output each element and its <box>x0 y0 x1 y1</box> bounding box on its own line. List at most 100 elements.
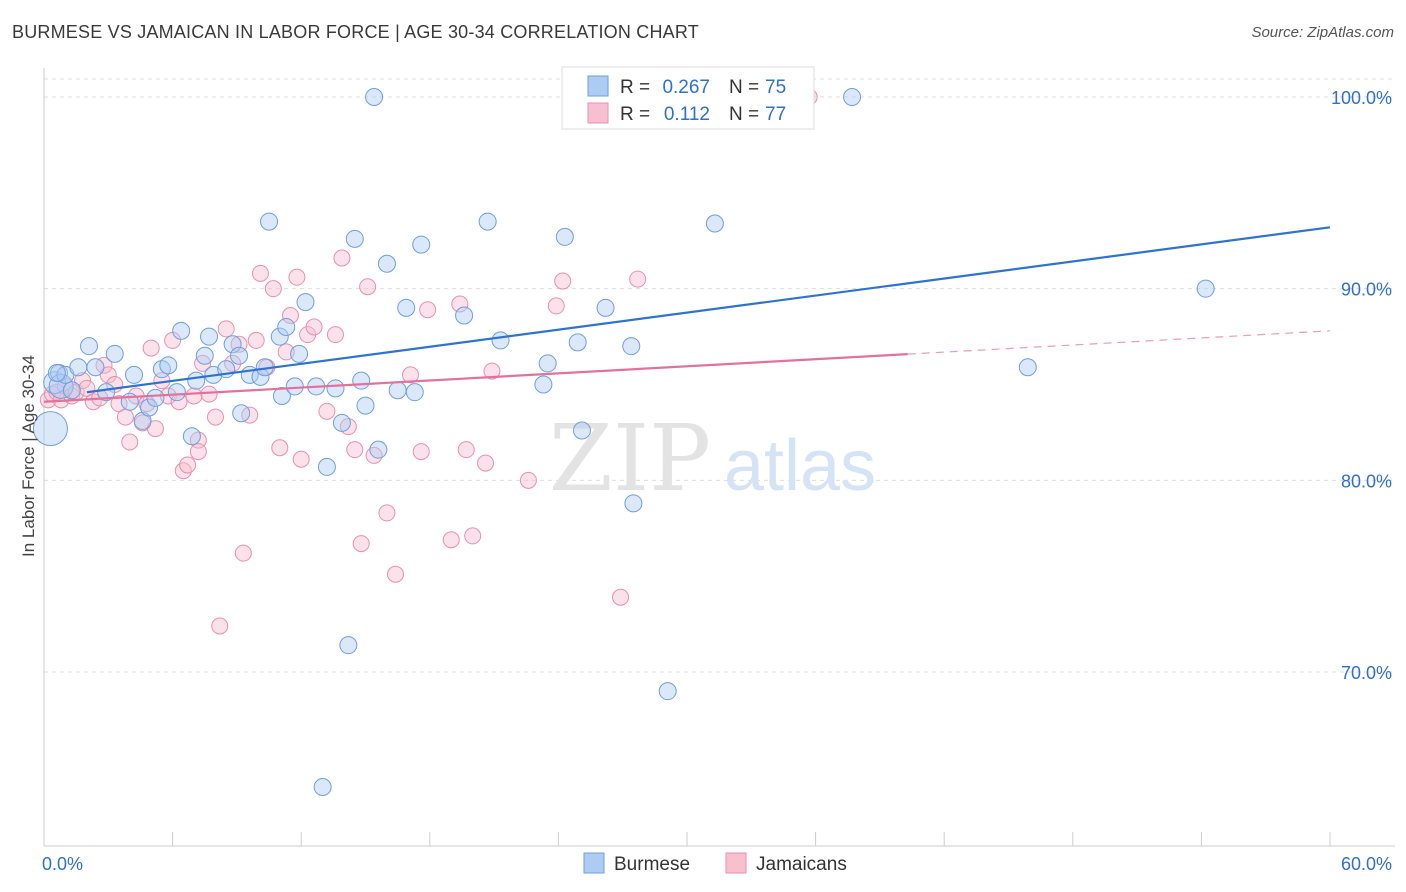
jamaican-point <box>442 531 460 549</box>
burmese-point <box>313 778 332 796</box>
burmese-point <box>345 229 364 248</box>
burmese-trend-line <box>86 226 1331 394</box>
jamaican-point <box>483 362 501 380</box>
axes: 0.0% 60.0% <box>42 68 1395 874</box>
burmese-point <box>352 371 371 390</box>
chart-source: Source: ZipAtlas.com <box>1251 24 1394 41</box>
watermark-zip: ZIP <box>549 405 711 512</box>
burmese-point <box>572 421 591 440</box>
legend-r-value: 0.112 <box>664 104 710 125</box>
burmese-point <box>48 373 74 399</box>
burmese-point <box>97 383 116 402</box>
y-tick-label: 70.0% <box>1341 663 1392 683</box>
burmese-point <box>624 494 643 513</box>
burmese-point <box>596 298 615 317</box>
burmese-point <box>146 388 165 407</box>
jamaican-point <box>234 544 252 562</box>
burmese-point <box>332 413 351 432</box>
legend-n-value: 75 <box>765 77 786 98</box>
burmese-point <box>195 346 214 365</box>
burmese-point <box>491 331 510 350</box>
y-tick-label: 100.0% <box>1331 88 1392 108</box>
jamaican-point <box>629 270 647 288</box>
burmese-point <box>187 371 206 390</box>
burmese-point <box>86 358 105 377</box>
jamaican-trend-line <box>43 353 908 403</box>
jamaican-point <box>464 527 482 545</box>
burmese-point <box>369 440 388 459</box>
jamaican-point <box>271 439 289 457</box>
burmese-point <box>455 306 474 325</box>
jamaican-point <box>292 450 310 468</box>
burmese-point <box>705 214 724 233</box>
burmese-point <box>555 227 574 246</box>
legend-r-value: 0.267 <box>662 77 710 98</box>
burmese-points <box>32 88 1215 796</box>
burmese-point <box>125 365 144 384</box>
x-tick-label-min: 0.0% <box>42 854 83 874</box>
x-tick-label-max: 60.0% <box>1341 854 1392 874</box>
jamaican-point <box>99 366 117 384</box>
jamaican-point <box>146 420 164 438</box>
jamaican-point <box>477 454 495 472</box>
burmese-point <box>326 379 345 398</box>
jamaican-point <box>378 504 396 522</box>
burmese-point <box>843 88 862 106</box>
jamaican-point <box>217 320 235 338</box>
burmese-point <box>356 396 375 415</box>
burmese-point <box>62 381 81 400</box>
jamaican-point <box>402 366 420 384</box>
jamaican-point <box>116 408 134 426</box>
jamaican-point <box>387 565 405 583</box>
bottom-legend-label-1: Jamaicans <box>756 854 847 875</box>
burmese-point <box>622 337 641 356</box>
burmese-point <box>538 354 557 373</box>
jamaican-point <box>352 535 370 553</box>
burmese-point <box>568 333 587 352</box>
bottom-legend-swatch-1 <box>725 852 747 874</box>
burmese-point <box>658 682 677 701</box>
legend-bottom: Burmese Jamaicans <box>583 852 847 875</box>
jamaican-point <box>554 272 572 290</box>
legend-n-label: N = <box>729 104 759 125</box>
jamaican-point <box>326 326 344 344</box>
chart-title: BURMESE VS JAMAICAN IN LABOR FORCE | AGE… <box>12 22 699 42</box>
jamaican-point <box>179 456 197 474</box>
jamaican-point <box>359 278 377 296</box>
burmese-point <box>260 212 279 231</box>
burmese-point <box>397 298 416 317</box>
jamaican-point <box>211 617 229 635</box>
burmese-point <box>47 364 66 382</box>
jamaican-point <box>189 443 207 461</box>
burmese-point <box>200 327 219 346</box>
jamaican-point <box>264 280 282 298</box>
burmese-point <box>223 335 242 354</box>
jamaican-point <box>200 385 218 403</box>
y-tick-label: 90.0% <box>1341 280 1392 300</box>
legend-r-label: R = <box>620 104 650 125</box>
jamaican-point <box>142 339 160 357</box>
watermark-atlas: atlas <box>724 426 876 506</box>
jamaican-point <box>194 354 212 372</box>
burmese-point <box>232 404 251 423</box>
y-tick-label: 80.0% <box>1341 471 1392 491</box>
jamaican-point <box>185 387 203 405</box>
burmese-point <box>105 344 124 363</box>
burmese-point <box>69 358 88 377</box>
burmese-point <box>317 457 336 476</box>
jamaican-points <box>39 88 818 635</box>
burmese-point <box>296 293 315 312</box>
burmese-point <box>80 337 99 356</box>
burmese-point <box>140 398 159 417</box>
burmese-point <box>172 321 191 340</box>
legend-box: R = 0.267 N = 75 R = 0.112 N = 77 <box>561 66 815 130</box>
burmese-point <box>1018 358 1037 377</box>
burmese-point <box>377 254 396 273</box>
burmese-point <box>412 235 431 254</box>
jamaican-point <box>612 588 630 606</box>
jamaican-point <box>451 295 469 313</box>
jamaican-point <box>412 443 430 461</box>
burmese-point <box>290 344 309 363</box>
jamaican-point <box>288 268 306 286</box>
